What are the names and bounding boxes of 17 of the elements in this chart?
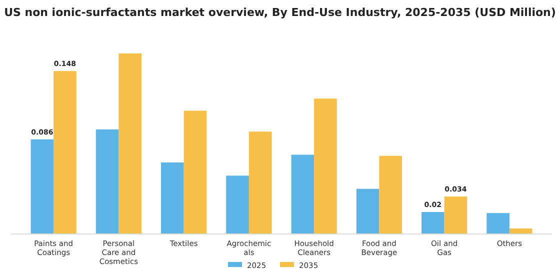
bar bbox=[356, 188, 380, 234]
bar bbox=[422, 212, 444, 234]
bar bbox=[30, 139, 54, 234]
bar bbox=[54, 71, 76, 234]
bar bbox=[379, 156, 402, 234]
chart-title: US non ionic-surfactants market overview, By End-Use Industry, 2025-2035 (USD Million) bbox=[4, 6, 556, 19]
bar bbox=[96, 129, 119, 234]
bar bbox=[118, 53, 142, 234]
bar bbox=[226, 176, 249, 234]
bar bbox=[509, 228, 532, 234]
bar bbox=[314, 98, 337, 234]
bar bbox=[248, 132, 272, 234]
bar bbox=[161, 162, 184, 234]
bar bbox=[291, 154, 314, 234]
bar bbox=[184, 110, 207, 234]
bar bbox=[486, 213, 510, 234]
bar bbox=[444, 196, 468, 234]
